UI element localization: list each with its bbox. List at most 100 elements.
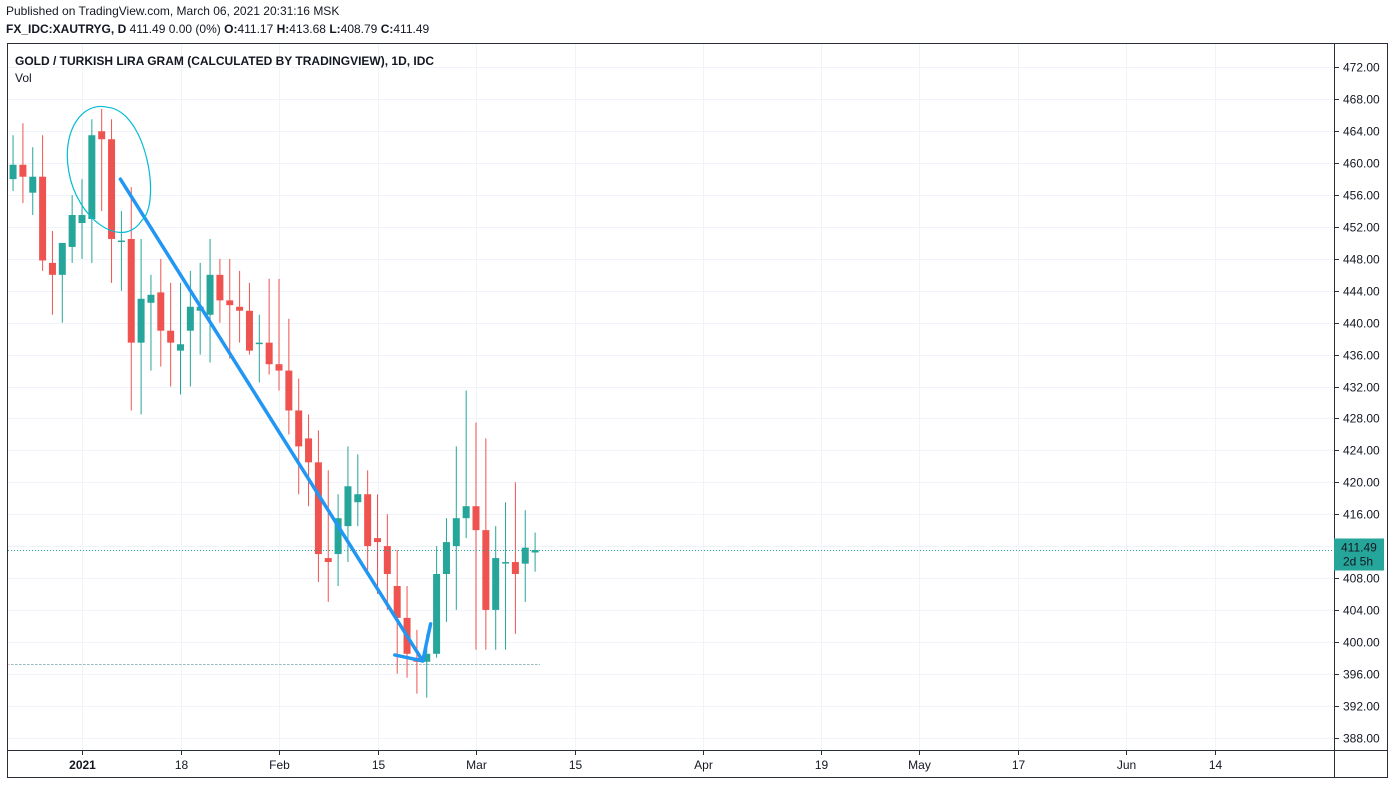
candle-body	[29, 176, 37, 193]
candle-body	[511, 562, 519, 575]
candle	[177, 282, 184, 395]
candle-body	[48, 262, 56, 275]
candle	[383, 514, 391, 610]
candle	[374, 494, 381, 594]
candle	[167, 282, 175, 387]
candle	[492, 526, 500, 650]
candle-body	[314, 462, 322, 555]
time-tick-label: 2021	[69, 758, 96, 772]
candle	[364, 470, 372, 571]
time-axis: 2021 18 Feb 15 Mar 15 Apr 19 May 17 Jun 14	[69, 750, 1222, 772]
candle	[147, 274, 155, 371]
candle-body	[354, 494, 362, 503]
candle-body	[9, 164, 17, 180]
candle-body	[462, 506, 470, 519]
candle-body	[206, 274, 214, 315]
price-tick-label: 448.00	[1343, 253, 1380, 267]
price-tag-countdown: 2d 5h	[1343, 555, 1373, 569]
candle-body	[423, 653, 431, 662]
candle-body	[186, 306, 194, 331]
drawings[interactable]	[66, 105, 433, 663]
candle-body	[255, 342, 263, 345]
candle-body	[275, 364, 283, 371]
last-price: 411.49	[129, 22, 166, 36]
time-tick-label: Feb	[269, 758, 290, 772]
candle	[236, 270, 244, 343]
price-change: 0.00 (0%)	[168, 22, 221, 36]
candle-body	[117, 240, 125, 243]
price-tick-label: 424.00	[1343, 444, 1380, 458]
candle-body	[78, 215, 86, 223]
candle-body	[88, 135, 96, 220]
candle	[78, 179, 86, 259]
candle	[521, 510, 529, 602]
symbol-label: FX_IDC:XAUTRYG, D	[6, 22, 127, 36]
candle	[216, 258, 224, 323]
candle-body	[226, 300, 234, 306]
candle	[127, 187, 135, 411]
candle-body	[383, 546, 391, 575]
candle	[354, 454, 362, 527]
candle	[48, 230, 56, 315]
time-tick-label: 15	[372, 758, 386, 772]
candle-body	[433, 574, 441, 654]
candle-body	[452, 518, 460, 547]
candle-body	[98, 131, 106, 140]
price-tick-label: 420.00	[1343, 476, 1380, 490]
candle-body	[295, 410, 303, 447]
price-tick-label: 452.00	[1343, 221, 1380, 235]
candle	[314, 430, 322, 582]
candle-body	[521, 547, 529, 564]
candle	[157, 258, 165, 367]
candle	[531, 532, 539, 572]
price-tick-label: 416.00	[1343, 508, 1380, 522]
candle	[265, 278, 273, 375]
candle	[206, 238, 214, 363]
candle	[442, 518, 450, 622]
candle-body	[245, 310, 253, 351]
candle-body	[167, 330, 175, 343]
candle	[295, 378, 303, 495]
chart-frame	[7, 43, 1388, 778]
candle-body	[285, 370, 293, 411]
candles	[9, 108, 539, 698]
candle	[108, 119, 116, 283]
price-tick-label: 460.00	[1343, 157, 1380, 171]
time-tick-label: Mar	[466, 758, 487, 772]
time-tick-label: 18	[175, 758, 189, 772]
pane-title: GOLD / TURKISH LIRA GRAM (CALCULATED BY …	[15, 54, 435, 68]
close-value: 411.49	[393, 22, 430, 36]
candle-body	[137, 298, 145, 343]
candle	[482, 438, 490, 650]
price-tick-label: 392.00	[1343, 700, 1380, 714]
candle-body	[108, 139, 116, 239]
trend-arrow-head	[393, 622, 433, 663]
price-tick-label: 404.00	[1343, 604, 1380, 618]
price-tick-label: 428.00	[1343, 412, 1380, 426]
open-value: 411.17	[237, 22, 274, 36]
grid-lines	[8, 44, 1387, 777]
candle	[334, 494, 342, 586]
price-tick-label: 432.00	[1343, 381, 1380, 395]
price-tick-label: 440.00	[1343, 317, 1380, 331]
ohlc-legend: FX_IDC:XAUTRYG, D 411.49 0.00 (0%) O:411…	[6, 22, 429, 36]
candle	[117, 211, 125, 291]
candle	[433, 546, 441, 658]
low-label: L:	[329, 22, 341, 36]
candle	[19, 123, 27, 204]
candle	[324, 470, 332, 602]
candle-body	[442, 542, 450, 575]
candle-body	[344, 486, 352, 527]
price-tick-label: 388.00	[1343, 732, 1380, 746]
candle-body	[482, 530, 490, 610]
candle-body	[305, 438, 313, 463]
volume-indicator-label[interactable]: Vol	[15, 71, 32, 85]
candle	[275, 278, 283, 391]
time-tick-label: May	[908, 758, 931, 772]
candle	[245, 282, 253, 355]
price-axis: 388.00392.00396.00400.00404.00408.00412.…	[1334, 61, 1380, 746]
candle-body	[531, 550, 539, 553]
published-caption: Published on TradingView.com, March 06, …	[6, 4, 340, 18]
trend-arrow-line	[118, 177, 425, 663]
